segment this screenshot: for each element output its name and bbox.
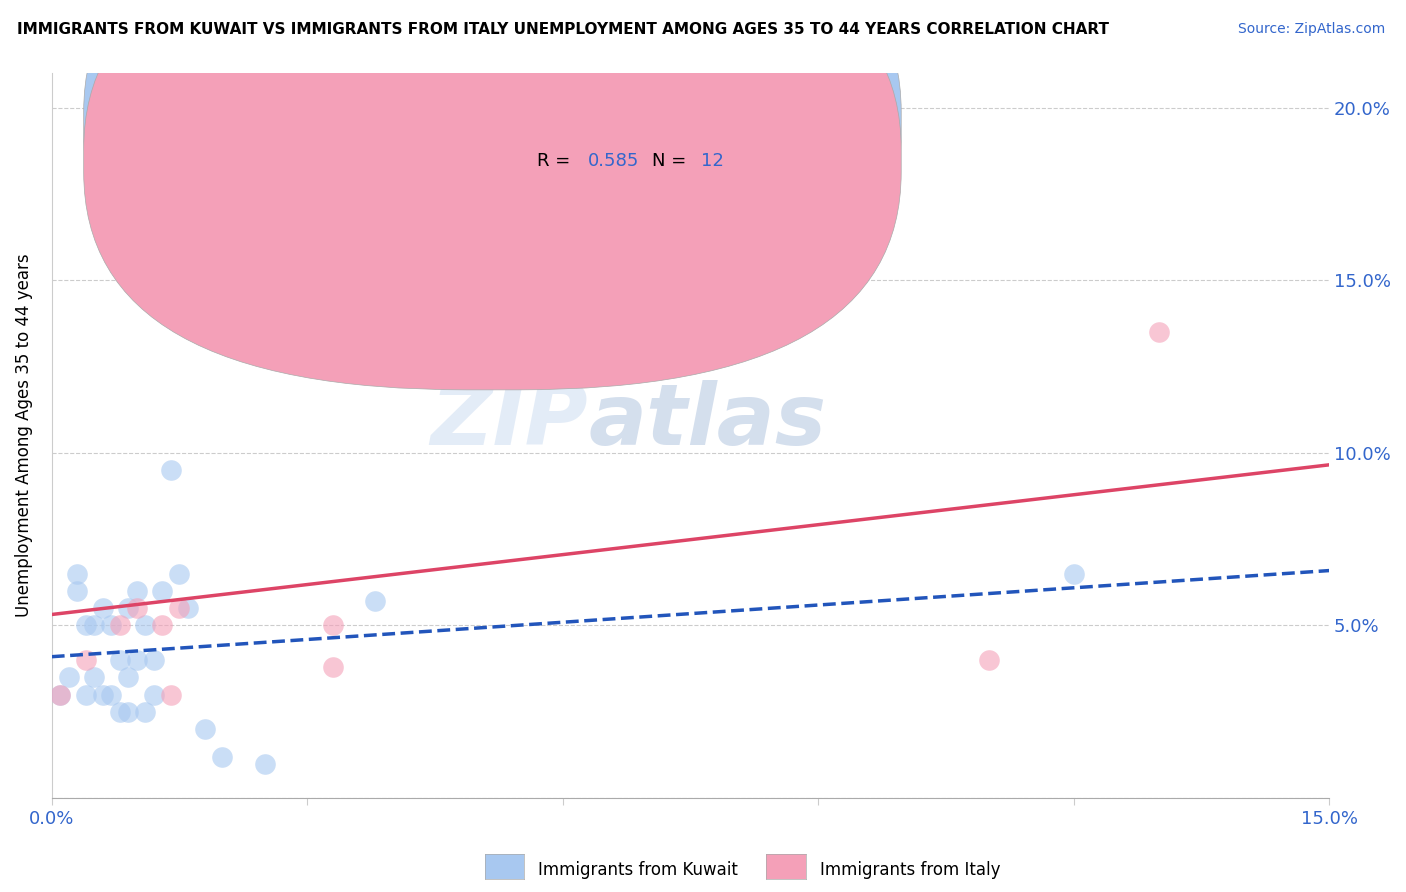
- Point: [83, 670, 105, 684]
- Text: 0.585: 0.585: [588, 153, 640, 170]
- Point: [160, 688, 183, 702]
- Point: [66, 566, 89, 581]
- Text: 0.158: 0.158: [588, 115, 640, 133]
- Point: [364, 594, 387, 608]
- Point: [169, 566, 191, 581]
- Point: [91, 601, 114, 615]
- Point: [160, 463, 183, 477]
- Point: [66, 583, 89, 598]
- Point: [142, 688, 165, 702]
- Point: [134, 705, 156, 719]
- Point: [83, 618, 105, 632]
- Point: [117, 601, 139, 615]
- Text: atlas: atlas: [588, 380, 827, 463]
- Point: [117, 705, 139, 719]
- Point: [194, 722, 217, 736]
- Text: Immigrants from Italy: Immigrants from Italy: [820, 861, 1000, 879]
- Point: [108, 618, 131, 632]
- Point: [177, 601, 200, 615]
- Text: Source: ZipAtlas.com: Source: ZipAtlas.com: [1237, 22, 1385, 37]
- Point: [117, 670, 139, 684]
- Text: N =: N =: [652, 115, 692, 133]
- Y-axis label: Unemployment Among Ages 35 to 44 years: Unemployment Among Ages 35 to 44 years: [15, 253, 32, 617]
- Point: [977, 653, 1000, 667]
- Point: [100, 618, 122, 632]
- Text: R =: R =: [537, 115, 576, 133]
- Point: [49, 688, 72, 702]
- FancyBboxPatch shape: [454, 105, 786, 178]
- FancyBboxPatch shape: [84, 0, 901, 390]
- Text: 12: 12: [700, 153, 724, 170]
- FancyBboxPatch shape: [84, 0, 901, 352]
- Point: [75, 618, 97, 632]
- Point: [142, 653, 165, 667]
- Point: [75, 688, 97, 702]
- Point: [211, 749, 233, 764]
- Point: [91, 688, 114, 702]
- Point: [152, 583, 174, 598]
- Point: [125, 601, 148, 615]
- Point: [49, 688, 72, 702]
- Point: [322, 660, 344, 674]
- Point: [1147, 325, 1170, 339]
- Point: [152, 618, 174, 632]
- Point: [117, 186, 139, 201]
- Point: [108, 653, 131, 667]
- Text: Immigrants from Kuwait: Immigrants from Kuwait: [538, 861, 738, 879]
- Point: [134, 618, 156, 632]
- Text: 32: 32: [700, 115, 724, 133]
- Text: R =: R =: [537, 153, 576, 170]
- Point: [322, 618, 344, 632]
- Point: [169, 601, 191, 615]
- Text: ZIP: ZIP: [430, 380, 588, 463]
- Point: [108, 705, 131, 719]
- Point: [75, 653, 97, 667]
- Text: IMMIGRANTS FROM KUWAIT VS IMMIGRANTS FROM ITALY UNEMPLOYMENT AMONG AGES 35 TO 44: IMMIGRANTS FROM KUWAIT VS IMMIGRANTS FRO…: [17, 22, 1109, 37]
- Text: N =: N =: [652, 153, 692, 170]
- Point: [253, 756, 276, 771]
- Point: [1063, 566, 1085, 581]
- Point: [58, 670, 80, 684]
- Point: [125, 653, 148, 667]
- Point: [100, 688, 122, 702]
- Point: [125, 583, 148, 598]
